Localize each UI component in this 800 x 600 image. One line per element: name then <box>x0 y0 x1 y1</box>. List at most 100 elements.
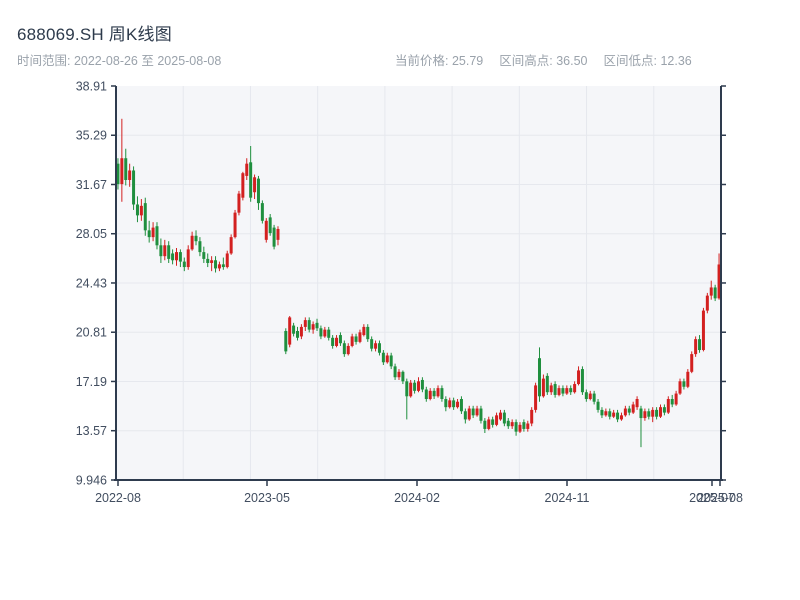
candle-up <box>565 388 569 394</box>
candle-down <box>420 379 424 390</box>
candle-up <box>335 337 339 346</box>
candle-down <box>655 409 659 417</box>
candle-down <box>178 252 182 262</box>
candle-down <box>479 408 483 421</box>
candle-up <box>701 310 705 351</box>
candle-down <box>167 245 171 259</box>
candle-down <box>296 330 299 338</box>
candle-down <box>389 355 393 367</box>
candle-up <box>530 409 534 424</box>
candle-up <box>428 390 432 400</box>
candle-down <box>538 358 541 397</box>
candle-up <box>588 393 592 400</box>
candle-down <box>502 412 506 424</box>
current-price-value: 25.79 <box>451 54 484 68</box>
candle-down <box>440 388 444 400</box>
candle-down <box>342 343 346 355</box>
candle-down <box>463 411 467 420</box>
page-title: 688069.SH 周K线图 <box>17 25 172 44</box>
candle-down <box>401 371 405 382</box>
candle-up <box>612 412 616 417</box>
candle-up <box>467 408 471 420</box>
candle-down <box>608 411 612 417</box>
candle-down <box>483 420 487 429</box>
candle-down <box>327 329 331 338</box>
candle-up <box>526 423 530 429</box>
candle-down <box>553 384 557 395</box>
candle-down <box>338 335 342 344</box>
candle-up <box>619 415 623 420</box>
candle-down <box>405 381 409 397</box>
candle-down <box>561 388 565 394</box>
candle-down <box>432 390 436 397</box>
candle-down <box>545 375 549 393</box>
candle-up <box>534 385 538 410</box>
candle-up <box>694 339 698 355</box>
candle-up <box>210 260 214 263</box>
y-tick-label: 17.19 <box>76 375 107 389</box>
candle-down <box>514 422 518 432</box>
candle-up <box>276 228 280 240</box>
candle-up <box>229 237 233 254</box>
candle-down <box>366 326 370 340</box>
candle-up <box>686 371 690 387</box>
candle-down <box>471 408 475 416</box>
price-stats: 当前价格: 25.79 区间高点: 36.50 区间低点: 12.36 <box>395 50 708 69</box>
candle-up <box>498 412 502 420</box>
candle-down <box>132 170 136 205</box>
candle-up <box>225 253 229 268</box>
candle-up <box>456 401 460 408</box>
period-high-stat: 区间高点: 36.50 <box>499 54 587 68</box>
candle-up <box>709 287 713 296</box>
period-high-label: 区间高点: <box>499 54 553 68</box>
period-low-label: 区间低点: <box>603 54 657 68</box>
candle-down <box>592 393 596 402</box>
candle-up <box>674 393 678 405</box>
candle-up <box>233 212 237 238</box>
candle-down <box>682 381 686 387</box>
candle-up <box>623 408 627 416</box>
candle-up <box>417 381 420 391</box>
x-tick-label: 2022-08 <box>95 491 141 505</box>
candle-up <box>385 355 389 363</box>
candle-up <box>541 378 545 397</box>
candle-up <box>635 399 639 408</box>
candle-down <box>272 227 276 247</box>
candle-down <box>256 178 260 204</box>
candle-up <box>346 345 350 355</box>
candle-up <box>299 326 303 337</box>
candle-up <box>518 424 522 432</box>
candle-down <box>459 399 463 412</box>
x-tick-label: 2025-08 <box>697 491 743 505</box>
candle-up <box>362 326 366 336</box>
y-tick-label: 31.67 <box>76 178 107 192</box>
candle-down <box>260 203 264 221</box>
candle-down <box>713 287 717 299</box>
candle-down <box>249 162 253 198</box>
candle-up <box>409 382 413 397</box>
candle-up <box>631 404 635 413</box>
candle-down <box>393 366 397 378</box>
y-tick-label: 35.29 <box>76 129 107 143</box>
y-tick-label: 20.81 <box>76 326 107 340</box>
candle-down <box>616 412 620 420</box>
candle-down <box>506 420 510 427</box>
candle-down <box>268 217 272 234</box>
y-tick-label: 28.05 <box>76 227 107 241</box>
candle-down <box>639 408 643 419</box>
candle-up <box>651 409 655 417</box>
period-low-stat: 区间低点: 12.36 <box>604 54 692 68</box>
candle-down <box>584 392 588 400</box>
candle-down <box>370 339 374 349</box>
candle-up <box>604 411 608 416</box>
y-tick-label: 38.91 <box>76 80 107 94</box>
candle-down <box>292 325 296 334</box>
candle-up <box>557 388 561 395</box>
period-low-value: 12.36 <box>660 54 692 68</box>
candle-down <box>159 245 163 257</box>
candle-up <box>577 370 581 385</box>
candle-down <box>580 369 584 393</box>
candle-up <box>303 320 307 327</box>
candle-up <box>659 407 662 417</box>
